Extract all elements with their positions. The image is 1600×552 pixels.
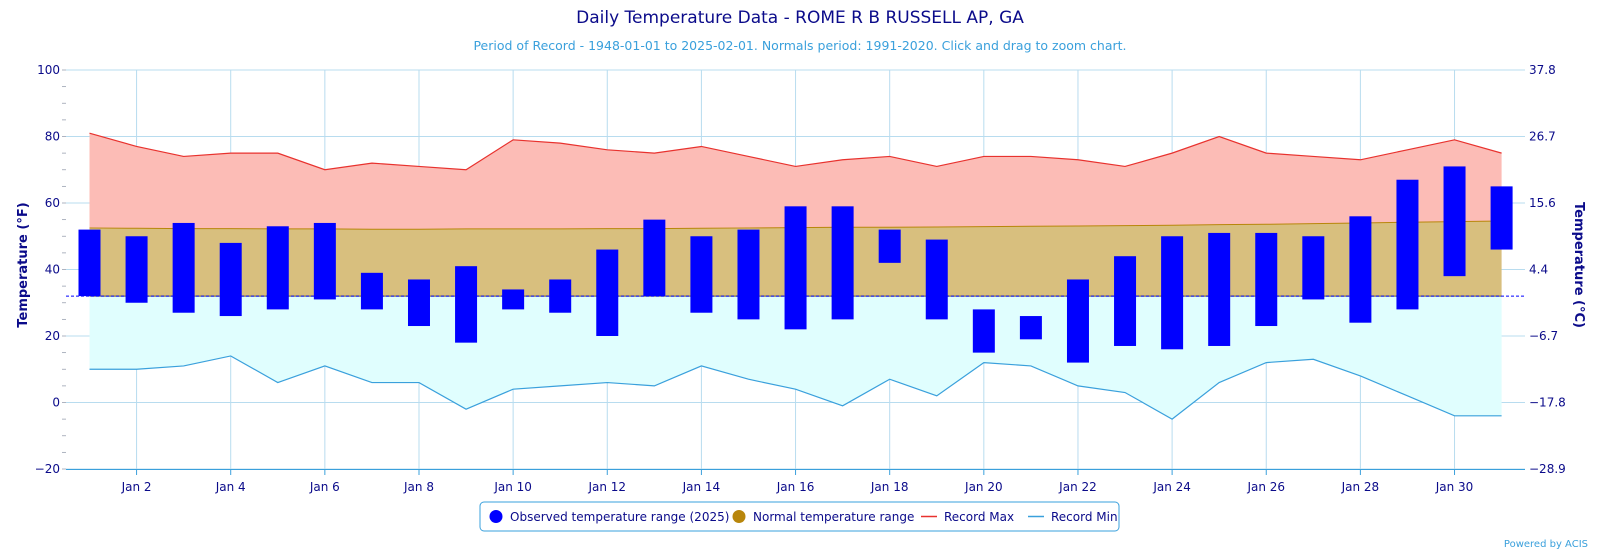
legend-item-observed[interactable]: Observed temperature range (2025) <box>489 510 730 524</box>
observed-bar-day-29[interactable] <box>1396 179 1419 310</box>
x-tick-label: Jan 28 <box>1341 480 1380 494</box>
observed-bar-day-25[interactable] <box>1208 232 1231 346</box>
legend-label-normal: Normal temperature range <box>753 510 914 524</box>
observed-bar-day-8[interactable] <box>407 279 430 327</box>
observed-range-bars <box>78 166 1513 363</box>
x-tick-label: Jan 12 <box>587 480 626 494</box>
x-tick-label: Jan 26 <box>1246 480 1285 494</box>
legend-marker-normal <box>732 510 746 523</box>
legend-box <box>479 501 1120 532</box>
axes: Jan 2 Jan 4 Jan 6 Jan 8 Jan 10 Jan 12 Jan 14 Ja… <box>35 63 1566 494</box>
record-min-area <box>89 296 1502 420</box>
legend-label-record-min: Record Min <box>1051 510 1118 524</box>
observed-bar-day-28[interactable] <box>1349 216 1372 323</box>
observed-bar-day-31[interactable] <box>1490 186 1513 250</box>
credit-link[interactable]: Powered by ACIS <box>1504 539 1588 550</box>
y-tick-label-right: 4.4 <box>1529 263 1548 277</box>
legend-item-record-max[interactable]: Record Max <box>921 510 1014 524</box>
x-tick-label: Jan 4 <box>215 480 246 494</box>
y-tick-label-right: −6.7 <box>1529 329 1558 343</box>
observed-bar-day-15[interactable] <box>737 229 760 320</box>
y-tick-label-right: −28.9 <box>1529 462 1566 476</box>
observed-bar-day-22[interactable] <box>1066 279 1089 363</box>
y-tick-label-right: 15.6 <box>1529 196 1556 210</box>
y-tick-label-right: 37.8 <box>1529 63 1556 77</box>
observed-bar-day-2[interactable] <box>125 236 148 303</box>
x-tick-label: Jan 24 <box>1152 480 1191 494</box>
observed-bar-day-30[interactable] <box>1443 166 1466 277</box>
observed-bar-day-10[interactable] <box>502 289 525 310</box>
y-tick-label-left: 80 <box>45 130 60 144</box>
y-tick-label-left: 20 <box>45 329 60 343</box>
observed-bar-day-4[interactable] <box>219 242 242 317</box>
y-tick-label-left: −20 <box>35 462 60 476</box>
x-tick-label: Jan 10 <box>493 480 532 494</box>
chart-subtitle: Period of Record - 1948-01-01 to 2025-02… <box>473 38 1126 53</box>
observed-bar-day-9[interactable] <box>455 266 478 343</box>
observed-bar-day-18[interactable] <box>878 229 901 263</box>
observed-bar-day-3[interactable] <box>172 222 195 313</box>
observed-bar-day-21[interactable] <box>1019 316 1042 340</box>
legend: Observed temperature range (2025) Normal… <box>479 501 1120 532</box>
legend-marker-observed <box>489 510 503 523</box>
chart-title: Daily Temperature Data - ROME R B RUSSEL… <box>576 8 1024 28</box>
observed-bar-day-24[interactable] <box>1161 236 1184 350</box>
record-min-line <box>89 355 1502 420</box>
observed-bar-day-20[interactable] <box>972 309 995 353</box>
x-tick-label: Jan 14 <box>682 480 721 494</box>
observed-bar-day-23[interactable] <box>1114 256 1137 346</box>
observed-bar-day-13[interactable] <box>643 219 666 297</box>
observed-bar-day-17[interactable] <box>831 206 854 320</box>
legend-label-record-max: Record Max <box>944 510 1014 524</box>
observed-bar-day-14[interactable] <box>690 236 713 313</box>
y-axis-title-right: Temperature (°C) <box>1571 202 1586 328</box>
observed-bar-day-1[interactable] <box>78 229 101 297</box>
legend-item-record-min[interactable]: Record Min <box>1028 510 1118 524</box>
x-tick-label: Jan 8 <box>403 480 434 494</box>
y-tick-label-left: 60 <box>45 196 60 210</box>
legend-item-normal[interactable]: Normal temperature range <box>732 510 915 524</box>
observed-bar-day-12[interactable] <box>596 249 619 336</box>
y-tick-label-right: 26.7 <box>1529 130 1556 144</box>
y-tick-label-right: −17.8 <box>1529 396 1566 410</box>
x-tick-label: Jan 22 <box>1058 480 1097 494</box>
observed-bar-day-6[interactable] <box>313 222 336 300</box>
record-max-line <box>89 132 1502 171</box>
y-tick-label-left: 40 <box>45 263 60 277</box>
x-tick-label: Jan 30 <box>1435 480 1474 494</box>
observed-bar-day-11[interactable] <box>549 279 572 313</box>
x-tick-label: Jan 16 <box>776 480 815 494</box>
observed-bar-day-16[interactable] <box>784 206 807 330</box>
y-axis-title-left: Temperature (°F) <box>16 202 31 327</box>
y-tick-label-left: 100 <box>37 63 60 77</box>
x-tick-label: Jan 20 <box>964 480 1003 494</box>
x-tick-label: Jan 18 <box>870 480 909 494</box>
observed-bar-day-26[interactable] <box>1255 232 1278 327</box>
observed-bar-day-27[interactable] <box>1302 236 1325 300</box>
x-tick-label: Jan 6 <box>309 480 340 494</box>
x-tick-label: Jan 2 <box>121 480 152 494</box>
observed-bar-day-19[interactable] <box>925 239 948 320</box>
observed-bar-day-7[interactable] <box>360 272 383 310</box>
observed-bar-day-5[interactable] <box>266 226 289 310</box>
y-tick-label-left: 0 <box>52 396 60 410</box>
record-max-area <box>89 133 1502 230</box>
legend-label-observed: Observed temperature range (2025) <box>510 510 729 524</box>
